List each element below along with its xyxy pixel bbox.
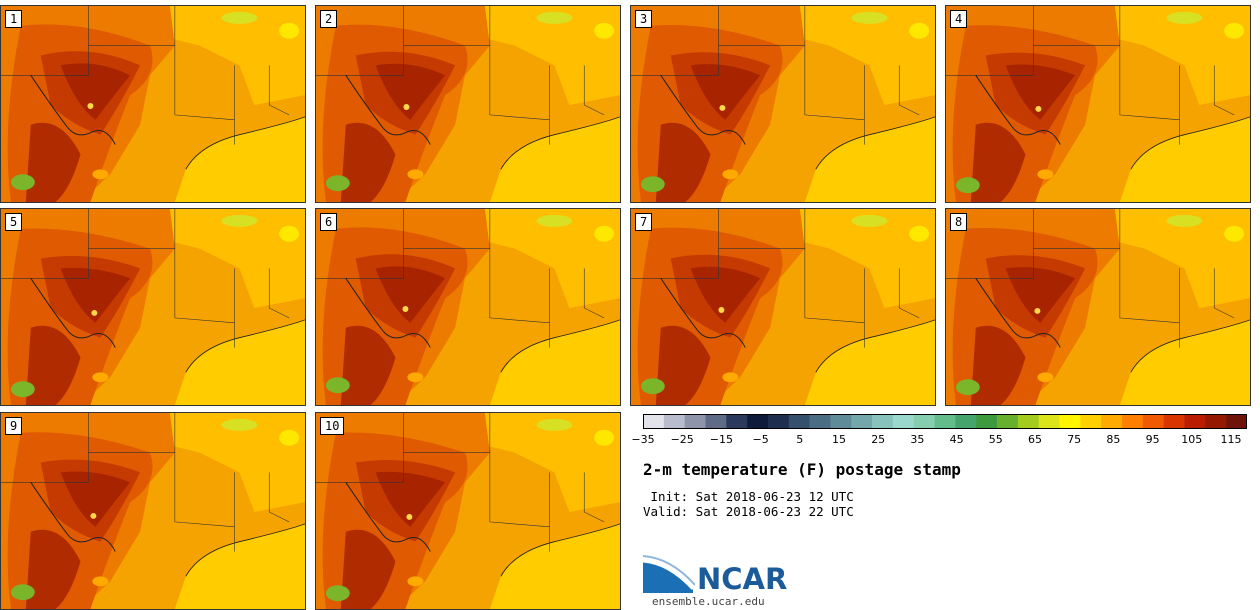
ensemble-member-panel: 5 — [0, 208, 306, 406]
temperature-map — [1, 413, 305, 609]
colorbar-segment — [684, 414, 706, 429]
colorbar-segment — [1080, 414, 1102, 429]
member-number-label: 9 — [5, 417, 23, 435]
member-number-label: 2 — [320, 10, 338, 28]
colorbar-segment — [997, 414, 1019, 429]
colorbar-segment — [872, 414, 894, 429]
colorbar-tick-label: −15 — [709, 433, 733, 446]
temperature-map — [316, 209, 620, 405]
member-number-label: 5 — [5, 213, 23, 231]
colorbar-tick-label: −25 — [670, 433, 694, 446]
init-time: Init: Sat 2018-06-23 12 UTC — [643, 489, 854, 504]
colorbar-segment — [767, 414, 790, 429]
ensemble-member-panel: 9 — [0, 412, 306, 610]
ensemble-member-panel: 3 — [630, 5, 936, 203]
member-number-label: 10 — [320, 417, 345, 435]
colorbar-segment — [643, 414, 665, 429]
colorbar-segment — [788, 414, 810, 429]
colorbar-segment — [976, 414, 998, 429]
temperature-map — [316, 6, 620, 202]
colorbar-tick-label: 35 — [910, 433, 925, 446]
ensemble-member-panel: 7 — [630, 208, 936, 406]
colorbar-segment — [1163, 414, 1185, 429]
colorbar-segment — [663, 414, 685, 429]
temperature-map — [631, 209, 935, 405]
colorbar-tick-label: 5 — [796, 433, 804, 446]
site-url: ensemble.ucar.edu — [652, 595, 765, 608]
colorbar-segment — [913, 414, 935, 429]
colorbar-segment — [1226, 414, 1247, 429]
colorbar-segment — [1205, 414, 1227, 429]
colorbar-segment — [726, 414, 748, 429]
temperature-map — [1, 6, 305, 202]
colorbar-segment — [851, 414, 873, 429]
member-number-label: 4 — [950, 10, 968, 28]
colorbar-segment — [830, 414, 852, 429]
temperature-map — [316, 413, 620, 609]
colorbar-tick-label: 95 — [1145, 433, 1160, 446]
colorbar-segment — [705, 414, 727, 429]
temperature-colorbar — [643, 414, 1247, 429]
colorbar-tick-label: −5 — [752, 433, 769, 446]
ensemble-member-panel: 6 — [315, 208, 621, 406]
temperature-map — [631, 6, 935, 202]
colorbar-segment — [955, 414, 977, 429]
colorbar-segment — [1184, 414, 1206, 429]
valid-time: Valid: Sat 2018-06-23 22 UTC — [643, 504, 854, 519]
member-number-label: 6 — [320, 213, 338, 231]
colorbar-tick-label: 55 — [988, 433, 1003, 446]
colorbar-tick-label: 75 — [1067, 433, 1082, 446]
member-number-label: 7 — [635, 213, 653, 231]
colorbar-tick-label: 115 — [1220, 433, 1242, 446]
colorbar-ticks: −35 −25 −15 −5 5 15 25 35 45 55 65 75 85 95 105 115 — [630, 430, 1260, 448]
ensemble-member-panel: 4 — [945, 5, 1251, 203]
colorbar-segment — [1122, 414, 1144, 429]
colorbar-segment — [1017, 414, 1040, 429]
colorbar-tick-label: 65 — [1028, 433, 1042, 446]
colorbar-tick-label: 15 — [832, 433, 846, 446]
member-number-label: 3 — [635, 10, 653, 28]
temperature-map — [1, 209, 305, 405]
colorbar-segment — [1059, 414, 1081, 429]
temperature-map — [946, 6, 1250, 202]
colorbar-segment — [809, 414, 831, 429]
member-number-label: 1 — [5, 10, 23, 28]
ensemble-member-panel: 10 — [315, 412, 621, 610]
colorbar-segment — [892, 414, 915, 429]
colorbar-segment — [1101, 414, 1123, 429]
colorbar-tick-label: −35 — [631, 433, 655, 446]
temperature-map — [946, 209, 1250, 405]
ensemble-member-panel: 1 — [0, 5, 306, 203]
ensemble-member-panel: 8 — [945, 208, 1251, 406]
member-number-label: 8 — [950, 213, 968, 231]
colorbar-segment — [747, 414, 769, 429]
colorbar-tick-label: 45 — [949, 433, 964, 446]
colorbar-tick-label: 105 — [1181, 433, 1203, 446]
ncar-logo-text: NCAR — [697, 562, 788, 596]
ensemble-member-panel: 2 — [315, 5, 621, 203]
colorbar-segment — [1038, 414, 1060, 429]
colorbar-tick-label: 85 — [1106, 433, 1121, 446]
colorbar-segment — [934, 414, 956, 429]
chart-title: 2-m temperature (F) postage stamp — [643, 460, 961, 479]
colorbar-segment — [1142, 414, 1164, 429]
colorbar-tick-label: 25 — [871, 433, 886, 446]
ncar-logo-icon — [643, 555, 695, 593]
